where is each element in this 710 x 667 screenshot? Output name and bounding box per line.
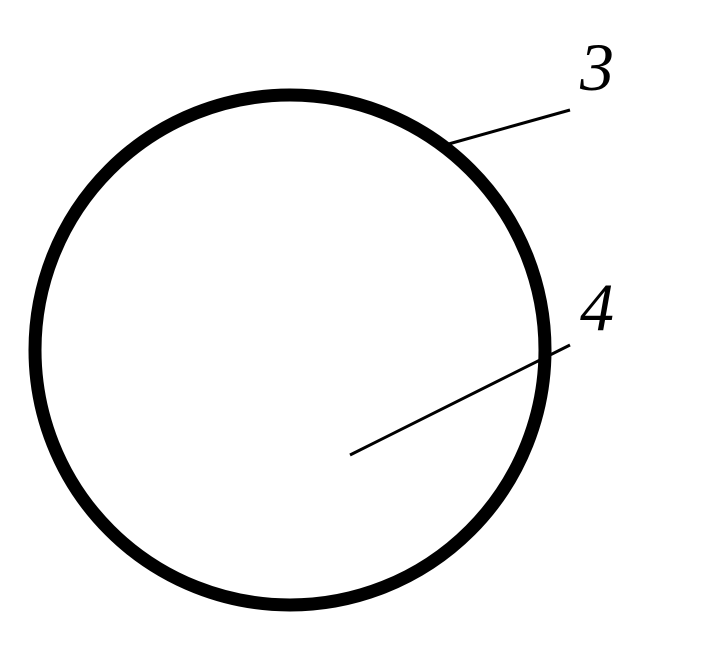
diagram-canvas: 3 4 xyxy=(0,0,710,667)
ring-outline xyxy=(35,95,545,605)
callout-4-label: 4 xyxy=(580,269,614,345)
callout-3-line xyxy=(445,110,570,145)
callout-3: 3 xyxy=(445,29,614,145)
callout-3-label: 3 xyxy=(579,29,614,105)
